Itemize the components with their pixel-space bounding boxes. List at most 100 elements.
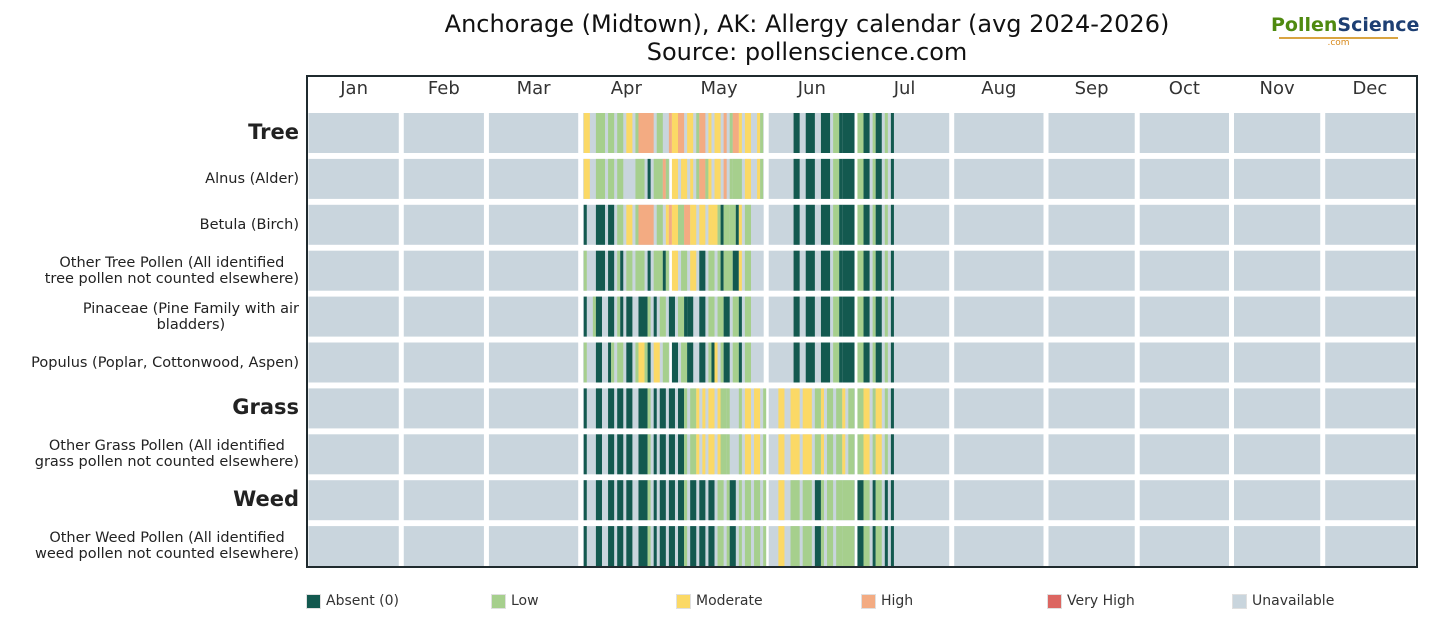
- cell-moderate: [820, 434, 824, 475]
- taxon-label: Pinaceae (Pine Family with air bladders): [83, 301, 299, 333]
- cell-low: [681, 250, 688, 291]
- row-label-line: Grass: [232, 395, 299, 420]
- cell-unavailable: [1139, 388, 1229, 429]
- legend-item-very-high: Very High: [1047, 592, 1135, 610]
- cell-unavailable: [1233, 204, 1321, 245]
- cell-high: [668, 113, 672, 153]
- cell-low: [684, 434, 688, 475]
- cell-low: [583, 342, 587, 383]
- legend-swatch: [491, 593, 506, 609]
- chart-subtitle: Source: pollenscience.com: [646, 38, 968, 66]
- cell-low: [595, 158, 606, 199]
- cell-absent: [842, 296, 855, 337]
- cell-low: [684, 526, 688, 567]
- cell-moderate: [671, 158, 679, 199]
- cell-unavailable: [1139, 480, 1229, 521]
- cell-unavailable: [488, 204, 579, 245]
- cell-absent: [708, 480, 715, 521]
- row-label-line: Tree: [248, 120, 299, 144]
- row-label-line: Pinaceae (Pine Family with air: [82, 300, 299, 317]
- cell-absent: [608, 480, 615, 521]
- cell-low: [595, 113, 606, 153]
- taxon-label: Other Grass Pollen (All identified grass …: [35, 438, 299, 470]
- cell-absent: [863, 113, 870, 153]
- cell-low: [708, 250, 715, 291]
- cell-high: [732, 113, 739, 153]
- cell-low: [760, 113, 764, 153]
- cell-absent: [595, 342, 602, 383]
- cell-high: [699, 158, 706, 199]
- cell-low: [833, 204, 840, 245]
- cell-absent: [839, 158, 843, 199]
- cell-moderate: [778, 526, 785, 567]
- cell-low: [608, 113, 615, 153]
- cell-moderate: [690, 250, 697, 291]
- cell-low: [827, 526, 834, 567]
- cell-unavailable: [1325, 480, 1416, 521]
- cell-moderate: [671, 113, 679, 153]
- cell-low: [763, 434, 767, 475]
- cell-low: [720, 342, 724, 383]
- logo-domain: .com: [1327, 38, 1350, 48]
- pollenscience-logo[interactable]: PollenScience .com: [1271, 14, 1419, 48]
- cell-moderate: [708, 113, 712, 153]
- cell-absent: [699, 526, 706, 567]
- cell-absent: [662, 250, 666, 291]
- row-label-line: tree pollen not counted elsewhere): [44, 270, 299, 287]
- cell-absent: [583, 480, 587, 521]
- cell-low: [583, 250, 587, 291]
- cell-unavailable: [1325, 342, 1416, 383]
- cell-absent: [720, 250, 724, 291]
- cell-high: [662, 158, 666, 199]
- cell-low: [681, 342, 688, 383]
- legend-item-unavailable: Unavailable: [1232, 592, 1334, 610]
- cell-absent: [839, 296, 843, 337]
- cell-absent: [583, 526, 587, 567]
- cell-absent: [659, 480, 666, 521]
- cell-absent: [805, 296, 815, 337]
- cell-high: [668, 204, 672, 245]
- cell-absent: [863, 204, 870, 245]
- cell-unavailable: [1139, 158, 1229, 199]
- cell-absent: [872, 526, 876, 567]
- cell-absent: [839, 113, 843, 153]
- cell-absent: [595, 434, 602, 475]
- cell-moderate: [842, 434, 846, 475]
- cell-moderate: [696, 388, 700, 429]
- cell-low: [872, 204, 876, 245]
- cell-low: [726, 526, 730, 567]
- cell-moderate: [778, 388, 785, 429]
- cell-absent: [595, 388, 602, 429]
- row-label-line: grass pollen not counted elsewhere): [34, 454, 299, 471]
- cell-absent: [839, 342, 843, 383]
- cell-low: [820, 480, 824, 521]
- cell-absent: [620, 250, 624, 291]
- cell-moderate: [702, 434, 706, 475]
- cell-absent: [617, 388, 624, 429]
- cell-low: [842, 480, 855, 521]
- cell-absent: [732, 250, 739, 291]
- cell-low: [617, 250, 621, 291]
- cell-low: [732, 342, 739, 383]
- cell-low: [684, 388, 688, 429]
- taxon-label: Other Weed Pollen (All identified weed po…: [35, 530, 299, 562]
- cell-unavailable: [403, 296, 484, 337]
- cell-low: [729, 204, 736, 245]
- cell-low: [763, 526, 767, 567]
- cell-moderate: [875, 388, 882, 429]
- cell-moderate: [714, 158, 721, 199]
- cell-low: [744, 204, 751, 245]
- cell-low: [635, 113, 639, 153]
- cell-moderate: [690, 158, 694, 199]
- cell-absent: [820, 250, 831, 291]
- cell-unavailable: [1233, 480, 1321, 521]
- cell-absent: [793, 250, 800, 291]
- cell-absent: [857, 526, 864, 567]
- cell-absent: [699, 480, 706, 521]
- cell-low: [857, 250, 864, 291]
- legend-swatch: [676, 593, 691, 609]
- month-label-oct: Oct: [1169, 78, 1200, 99]
- cell-moderate: [690, 204, 697, 245]
- cell-low: [726, 434, 730, 475]
- cell-absent: [687, 342, 694, 383]
